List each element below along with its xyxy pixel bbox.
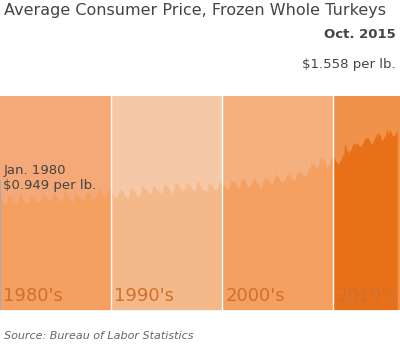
Text: Average Consumer Price, Frozen Whole Turkeys: Average Consumer Price, Frozen Whole Tur… bbox=[4, 3, 386, 19]
Text: 2000's: 2000's bbox=[226, 287, 285, 305]
Text: 2010's: 2010's bbox=[337, 287, 396, 305]
Text: 1990's: 1990's bbox=[114, 287, 174, 305]
Text: Source: Bureau of Labor Statistics: Source: Bureau of Labor Statistics bbox=[4, 331, 194, 341]
Bar bbox=[333, 96, 400, 310]
Bar bbox=[222, 96, 333, 310]
Text: Jan. 1980: Jan. 1980 bbox=[3, 164, 66, 177]
Bar bbox=[0, 96, 111, 310]
Text: Oct. 2015: Oct. 2015 bbox=[324, 28, 396, 41]
Text: $1.558 per lb.: $1.558 per lb. bbox=[302, 58, 396, 72]
Text: $0.949 per lb.: $0.949 per lb. bbox=[3, 179, 96, 192]
Text: 1980's: 1980's bbox=[3, 287, 63, 305]
Bar bbox=[111, 96, 222, 310]
